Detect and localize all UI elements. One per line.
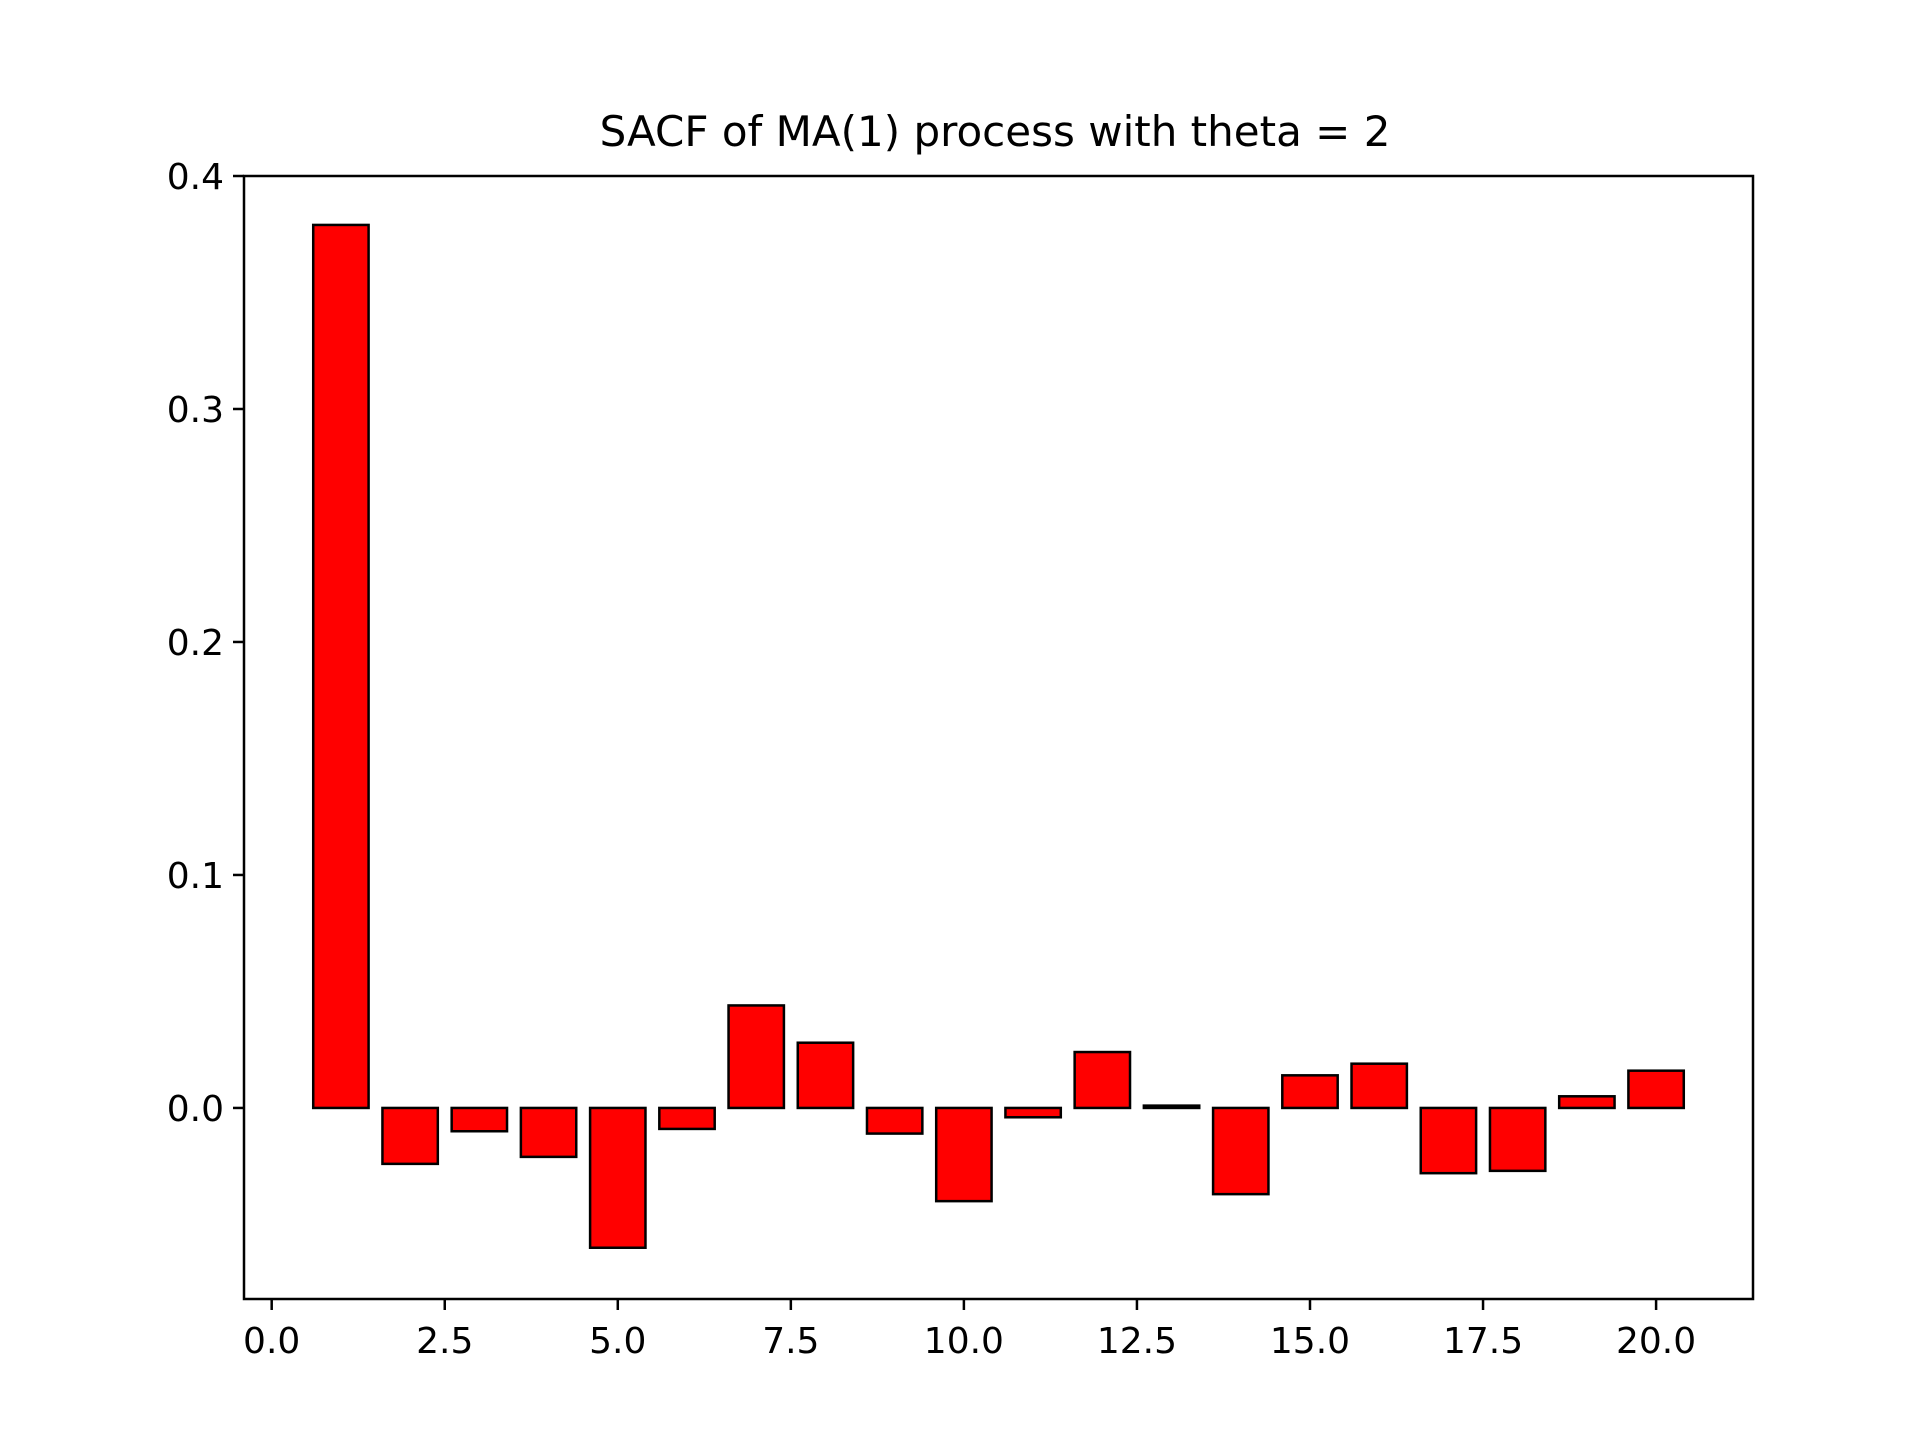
x-axis: 0.0 2.5 5.0 7.5 10.0 12.5 15.0 17.5 20.0	[243, 1299, 1696, 1362]
bar-lag-7	[727, 1004, 786, 1110]
y-tick-label: 0.1	[167, 856, 224, 897]
bar-lag-4	[519, 1106, 578, 1159]
bar-lag-20	[1627, 1069, 1686, 1110]
bar-lag-5	[588, 1106, 647, 1249]
bar-lag-13	[1142, 1104, 1201, 1110]
bar-lag-9	[865, 1106, 924, 1135]
x-tick-label: 15.0	[1270, 1321, 1350, 1362]
bar-lag-18	[1488, 1106, 1547, 1173]
bar-lag-19	[1557, 1095, 1616, 1110]
x-tick-label: 0.0	[243, 1321, 300, 1362]
bar-lag-14	[1211, 1106, 1270, 1196]
bar-lag-12	[1073, 1050, 1132, 1110]
y-tick-label: 0.2	[167, 623, 224, 664]
plot-area-frame	[242, 174, 1755, 1301]
x-tick-label: 2.5	[416, 1321, 473, 1362]
y-tick-label: 0.0	[167, 1089, 224, 1130]
x-tick-label: 7.5	[762, 1321, 819, 1362]
bar-lag-17	[1419, 1106, 1478, 1175]
y-tick-label: 0.4	[167, 157, 224, 198]
y-axis: 0.0 0.1 0.2 0.3 0.4	[167, 157, 244, 1130]
x-tick-label: 17.5	[1443, 1321, 1523, 1362]
y-tick-label: 0.3	[167, 390, 224, 431]
x-tick-label: 5.0	[589, 1321, 646, 1362]
bar-lag-16	[1350, 1062, 1409, 1110]
bar-lag-8	[796, 1041, 855, 1110]
bar-lag-3	[450, 1106, 509, 1133]
x-tick-label: 12.5	[1097, 1321, 1177, 1362]
chart-title: SACF of MA(1) process with theta = 2	[600, 107, 1391, 156]
bar-lag-1	[311, 223, 370, 1110]
bar-lag-11	[1004, 1106, 1063, 1119]
bar-lag-15	[1281, 1074, 1339, 1110]
bar-lag-6	[658, 1106, 716, 1131]
x-tick-label: 20.0	[1616, 1321, 1696, 1362]
bar-lag-2	[381, 1106, 440, 1166]
bar-lag-10	[934, 1106, 993, 1203]
x-tick-label: 10.0	[924, 1321, 1004, 1362]
bars-layer	[311, 223, 1686, 1249]
